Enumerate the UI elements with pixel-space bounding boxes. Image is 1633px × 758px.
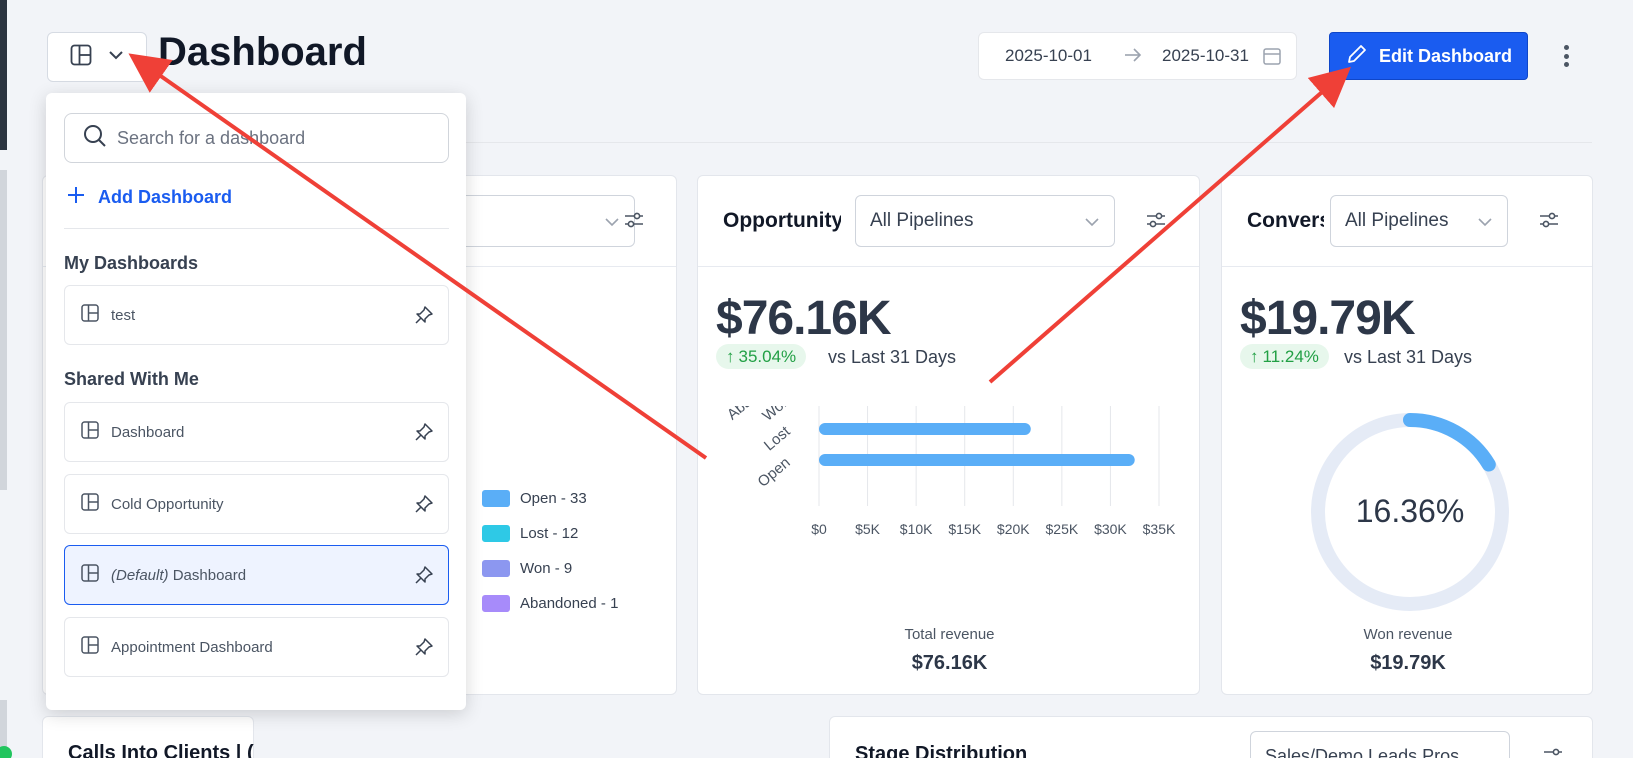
x-tick-label: $0 — [811, 521, 827, 537]
category-label: Won — [759, 406, 793, 425]
plus-icon — [66, 185, 86, 210]
search-icon — [83, 124, 107, 153]
filter-settings-icon[interactable] — [1145, 209, 1167, 236]
conversion-donut: 16.36% — [1311, 413, 1509, 611]
legend-item: Abandoned - 1 — [482, 586, 618, 621]
conversion-percent: 16.36% — [1356, 493, 1465, 529]
dashboard-list-item[interactable]: Cold Opportunity — [64, 474, 449, 534]
date-start[interactable]: 2025-10-01 — [1005, 46, 1092, 65]
arrow-right-icon — [1123, 45, 1143, 70]
chevron-down-icon — [1084, 212, 1100, 234]
dashboard-list-item[interactable]: Dashboard — [64, 402, 449, 462]
dashboard-switcher-button[interactable] — [47, 32, 147, 82]
calls-card-title: Calls Into Clients | ( — [68, 742, 254, 758]
date-end[interactable]: 2025-10-31 — [1162, 46, 1249, 65]
dashboard-search-input[interactable]: Search for a dashboard — [64, 113, 449, 163]
won-revenue-value: $19.79K — [1370, 652, 1446, 674]
pencil-icon — [1345, 42, 1369, 71]
layout-icon — [81, 421, 99, 443]
pin-icon[interactable] — [414, 565, 434, 589]
opportunity-pipeline-select[interactable]: All Pipelines — [855, 195, 1115, 247]
change-badge: ↑ 35.04% — [716, 344, 807, 369]
total-revenue-value: $76.16K — [911, 652, 988, 674]
total-revenue-label: Total revenue — [904, 626, 995, 643]
opportunity-total: $76.16K — [716, 292, 891, 345]
change-badge: ↑ 11.24% — [1240, 344, 1329, 369]
calls-card: Calls Into Clients | ( — [42, 716, 254, 758]
pin-icon[interactable] — [414, 422, 434, 446]
header-divider — [47, 142, 1592, 143]
status-dot — [0, 746, 12, 758]
calendar-icon[interactable] — [1262, 46, 1282, 71]
edit-dashboard-label: Edit Dashboard — [1378, 45, 1512, 66]
date-range-picker[interactable]: 2025-10-01 2025-10-31 — [978, 32, 1297, 80]
dashboard-list-item[interactable]: test — [64, 285, 449, 345]
conversion-card-title: Convers — [1247, 209, 1324, 232]
opportunity-card-title: Opportunity — [723, 209, 841, 232]
x-tick-label: $10K — [900, 521, 933, 537]
edit-dashboard-button[interactable]: Edit Dashboard — [1329, 32, 1528, 80]
filter-settings-icon[interactable] — [1538, 209, 1560, 236]
conversion-arc — [1311, 413, 1509, 611]
dashboard-dropdown: Search for a dashboard Add Dashboard My … — [46, 93, 466, 710]
conversion-pipeline-select[interactable]: All Pipelines — [1330, 195, 1508, 247]
conversion-card-header — [1222, 176, 1592, 267]
legend-item: Open - 33 — [482, 481, 618, 516]
filter-settings-icon[interactable] — [1542, 745, 1564, 758]
conversion-total: $19.79K — [1240, 292, 1415, 345]
dashboard-list-item-selected[interactable]: (Default) Dashboard — [64, 545, 449, 605]
compare-label: vs Last 31 Days — [828, 347, 957, 367]
x-tick-label: $25K — [1046, 521, 1079, 537]
stage-card-title: Stage Distribution — [855, 743, 1028, 758]
filter-settings-icon[interactable] — [623, 209, 645, 236]
compare-label: vs Last 31 Days — [1344, 347, 1473, 367]
sidebar-edge — [0, 0, 7, 150]
x-tick-label: $15K — [948, 521, 981, 537]
arrow-up-icon: ↑ — [1250, 346, 1259, 366]
pin-icon[interactable] — [414, 305, 434, 329]
opportunity-card: Opportunity All Pipelines $76.16K ↑ 35.04… — [697, 175, 1200, 695]
arrow-up-icon: ↑ — [726, 346, 735, 366]
category-label: Lost — [761, 423, 794, 455]
x-tick-label: $5K — [855, 521, 881, 537]
conversion-card: Convers All Pipelines $19.79K ↑ 11.24% vs… — [1221, 175, 1593, 695]
bar-lost — [819, 423, 1031, 435]
x-tick-label: $20K — [997, 521, 1030, 537]
dashboard-list-item[interactable]: Appointment Dashboard — [64, 617, 449, 677]
status-legend: Open - 33 Lost - 12 Won - 9 Abandoned - … — [482, 481, 618, 621]
search-placeholder: Search for a dashboard — [117, 127, 306, 148]
stage-pipeline-select[interactable]: Sales/Demo Leads Pros — [1250, 731, 1510, 758]
sidebar-edge-lower — [0, 170, 7, 490]
layout-icon — [81, 493, 99, 515]
page-title: Dashboard — [158, 30, 367, 74]
layout-icon — [81, 636, 99, 658]
opportunity-card-header — [698, 176, 1199, 267]
x-tick-label: $30K — [1094, 521, 1127, 537]
add-dashboard-button[interactable]: Add Dashboard — [66, 185, 232, 210]
shared-heading: Shared With Me — [64, 369, 199, 389]
revenue-bar-chart: $0$5K$10K$15K$20K$25K$30K$35KAbandonedWo… — [724, 406, 1176, 537]
status-pipeline-select[interactable] — [443, 195, 635, 247]
chevron-down-icon — [1477, 212, 1493, 234]
chevron-down-icon — [108, 48, 124, 66]
my-dashboards-heading: My Dashboards — [64, 253, 199, 273]
dropdown-divider — [64, 228, 449, 229]
pin-icon[interactable] — [414, 637, 434, 661]
won-revenue-label: Won revenue — [1363, 626, 1453, 643]
more-options-icon[interactable] — [1560, 42, 1572, 70]
pin-icon[interactable] — [414, 494, 434, 518]
bar-open — [819, 454, 1135, 466]
category-label: Open — [755, 454, 794, 491]
legend-item: Won - 9 — [482, 551, 618, 586]
x-tick-label: $35K — [1143, 521, 1176, 537]
default-tag: (Default) — [111, 566, 169, 584]
layout-icon — [81, 564, 99, 586]
layout-icon — [81, 304, 99, 326]
layout-icon — [70, 44, 92, 71]
legend-item: Lost - 12 — [482, 516, 618, 551]
chevron-down-icon — [604, 212, 620, 234]
sidebar-edge-bottom — [0, 700, 7, 758]
stage-distribution-card: Stage Distribution Sales/Demo Leads Pros — [829, 716, 1593, 758]
